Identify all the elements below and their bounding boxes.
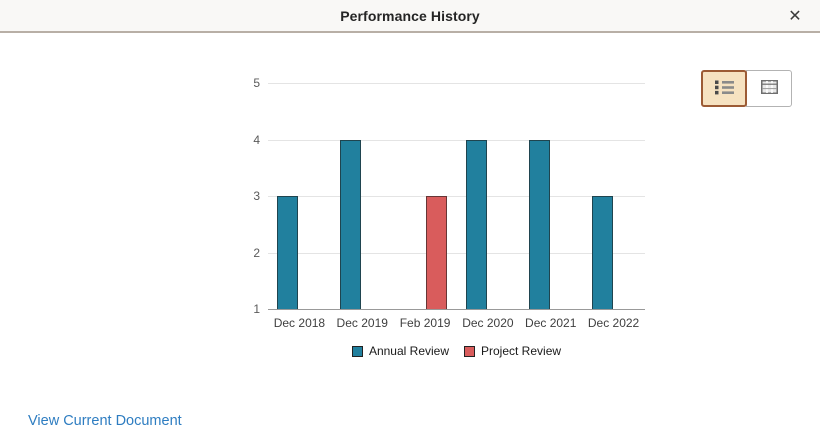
- y-axis-tick: 5: [253, 76, 260, 90]
- bar-group: [394, 83, 457, 309]
- modal-header: Performance History ✕: [0, 0, 820, 33]
- bar[interactable]: [465, 139, 487, 309]
- bar[interactable]: [277, 196, 299, 309]
- legend-swatch: [464, 345, 475, 357]
- gridline: [268, 252, 645, 254]
- bar[interactable]: [591, 196, 613, 309]
- chart-legend: Annual Review Project Review: [268, 344, 645, 358]
- bar-chart-plot-area: 1 2 3 4 5 Dec 2018 Dec 2019 Feb 2019 Dec 2020 Dec…: [253, 76, 645, 330]
- y-axis-tick: 1: [253, 302, 260, 316]
- bar-group: [331, 83, 394, 309]
- grid-view-button[interactable]: [746, 70, 792, 107]
- close-icon[interactable]: ✕: [782, 4, 808, 30]
- x-axis-tick-label: Feb 2019: [399, 316, 451, 330]
- x-axis-tick-label: Dec 2018: [273, 316, 326, 330]
- view-toggle-group: [701, 70, 792, 107]
- bar-group: [268, 83, 331, 309]
- legend-item: Project Review: [464, 344, 561, 358]
- gridline: [268, 139, 645, 141]
- legend-swatch: [351, 345, 363, 357]
- legend-item: Annual Review: [351, 344, 449, 358]
- bar-group: [457, 83, 520, 309]
- bar[interactable]: [528, 139, 550, 309]
- bar-group: [582, 83, 645, 309]
- y-axis-tick: 4: [253, 132, 260, 147]
- x-axis-tick-label: Dec 2020: [462, 316, 514, 330]
- x-axis-tick-label: Dec 2019: [336, 316, 388, 330]
- gridline: [268, 83, 645, 84]
- y-axis-tick: 3: [253, 189, 260, 203]
- table-icon: [760, 80, 778, 97]
- list-icon: [714, 80, 734, 98]
- gridline: [268, 196, 645, 197]
- legend-label: Project Review: [481, 344, 562, 358]
- modal-title: Performance History: [340, 7, 480, 24]
- y-axis-tick: 2: [253, 245, 260, 260]
- bar-group: [519, 83, 582, 309]
- chart-view-button[interactable]: [701, 70, 747, 107]
- x-axis-tick-label: Dec 2021: [525, 316, 577, 330]
- legend-label: Annual Review: [368, 344, 449, 358]
- gridline: [268, 309, 645, 310]
- x-axis-labels: Dec 2018 Dec 2019 Feb 2019 Dec 2020 Dec 2021…: [268, 309, 645, 330]
- bar[interactable]: [426, 196, 448, 309]
- bar[interactable]: [340, 139, 362, 309]
- view-current-document-link[interactable]: View Current Document: [28, 413, 182, 429]
- x-axis-tick-label: Dec 2022: [587, 316, 640, 330]
